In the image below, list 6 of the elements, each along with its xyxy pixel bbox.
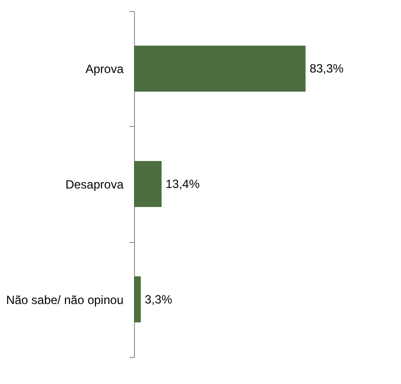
y-tick-label: Não sabe/ não opinou [6,292,124,307]
y-tick-label: Aprova [85,62,124,76]
data-label: 83,3% [310,62,344,76]
data-label: 3,3% [144,292,172,306]
y-tick-label: Desaprova [65,178,124,192]
data-label: 13,4% [166,177,200,191]
